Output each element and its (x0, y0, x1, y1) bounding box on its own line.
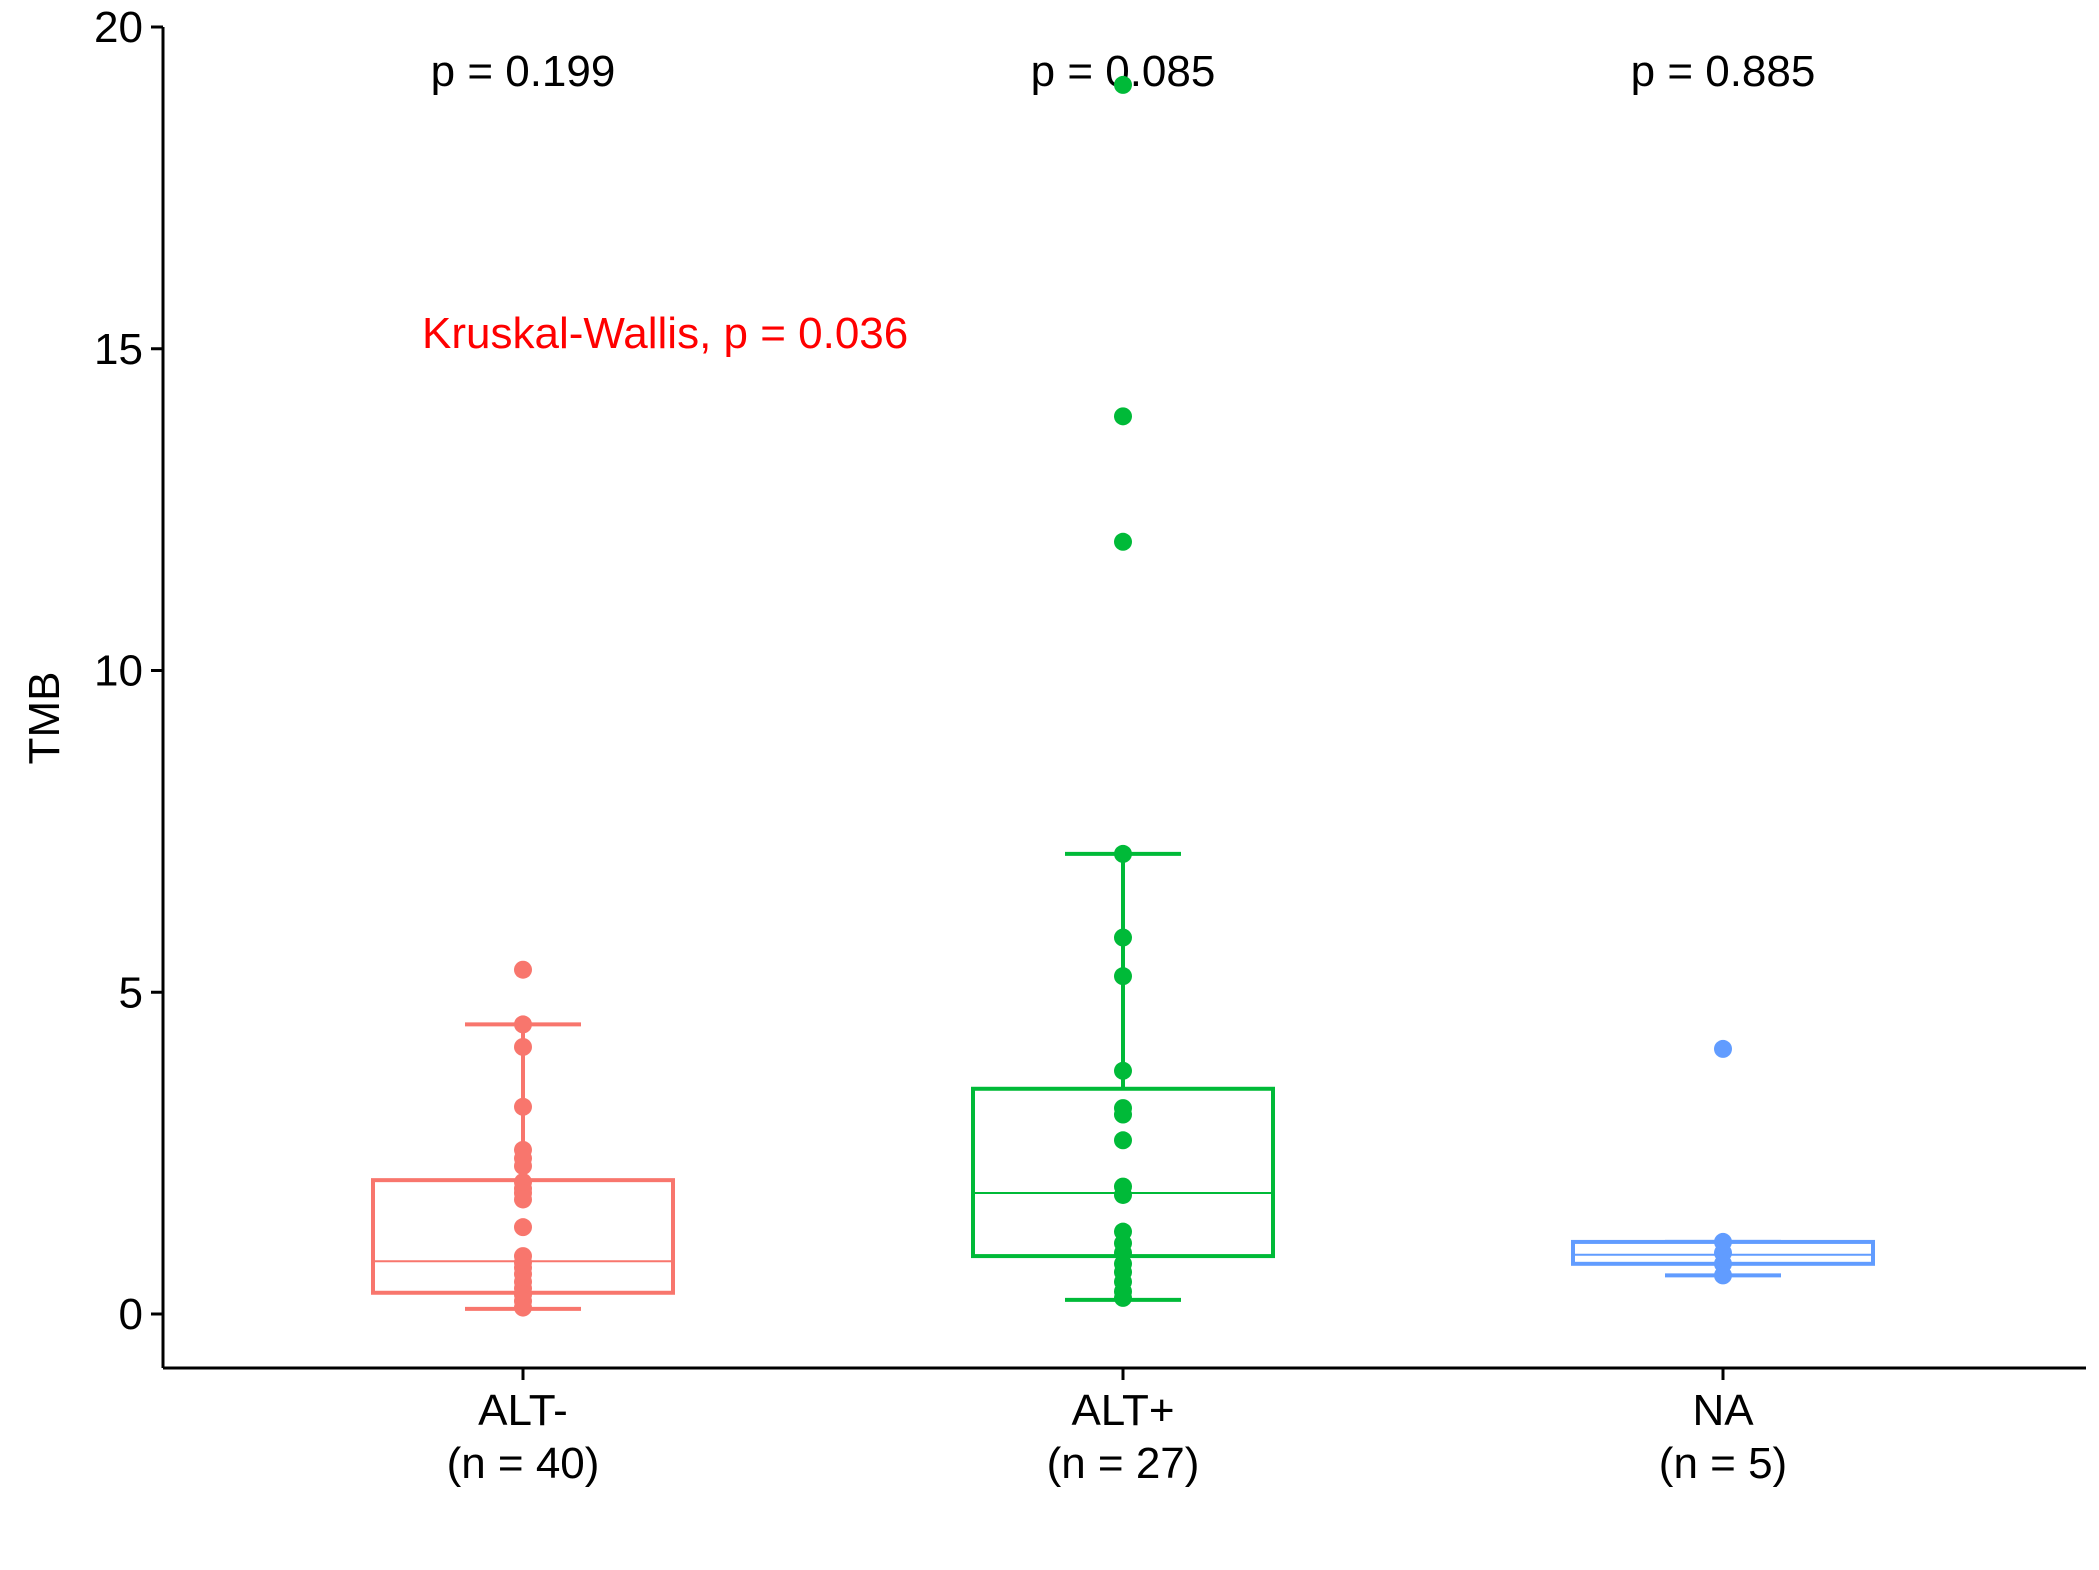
data-point (1114, 967, 1132, 986)
p-value-label: p = 0.885 (1631, 47, 1816, 96)
y-tick-label: 15 (94, 325, 143, 374)
data-point (1114, 1105, 1132, 1124)
data-point (514, 960, 532, 979)
x-tick-label: NA (1692, 1386, 1754, 1435)
x-tick-count-label: (n = 5) (1659, 1439, 1787, 1488)
group-alt: p = 0.085 (971, 47, 1275, 1307)
data-point (514, 1298, 532, 1317)
y-tick-label: 20 (94, 3, 143, 52)
data-point (1114, 844, 1132, 863)
data-point (1714, 1039, 1732, 1058)
labels: TMB Kruskal-Wallis, p = 0.036 (20, 309, 908, 764)
x-tick-label: ALT+ (1071, 1386, 1174, 1435)
y-axis: 0 5 10 15 20 (94, 3, 165, 1368)
data-point (514, 1190, 532, 1209)
data-point (1114, 1288, 1132, 1307)
y-tick-label: 5 (119, 968, 143, 1017)
data-point (1114, 1185, 1132, 1204)
data-point (514, 1156, 532, 1175)
group-na: p = 0.885 (1571, 47, 1875, 1285)
data-point (1114, 928, 1132, 947)
data-point (514, 1218, 532, 1237)
y-tick-label: 0 (119, 1290, 143, 1339)
data-point (1114, 1061, 1132, 1080)
data-point (1114, 75, 1132, 94)
data-point (514, 1015, 532, 1034)
data-point (1114, 407, 1132, 426)
data-point (1714, 1266, 1732, 1285)
x-tick-label: ALT- (478, 1386, 568, 1435)
p-value-label: p = 0.199 (431, 47, 616, 96)
data-point (514, 1037, 532, 1056)
data-point (1114, 532, 1132, 551)
data-point (514, 1097, 532, 1116)
data-point (1114, 1131, 1132, 1150)
y-axis-label: TMB (20, 672, 69, 765)
boxes: p = 0.199 p = 0.085 p = 0.885 (371, 47, 1875, 1317)
y-tick-label: 10 (94, 647, 143, 696)
kruskal-wallis-annotation: Kruskal-Wallis, p = 0.036 (422, 309, 908, 358)
x-axis: ALT-(n = 40) ALT+(n = 27) NA(n = 5) (163, 1366, 2086, 1488)
x-tick-count-label: (n = 40) (447, 1439, 600, 1488)
x-tick-count-label: (n = 27) (1047, 1439, 1200, 1488)
group-alt: p = 0.199 (371, 47, 675, 1317)
